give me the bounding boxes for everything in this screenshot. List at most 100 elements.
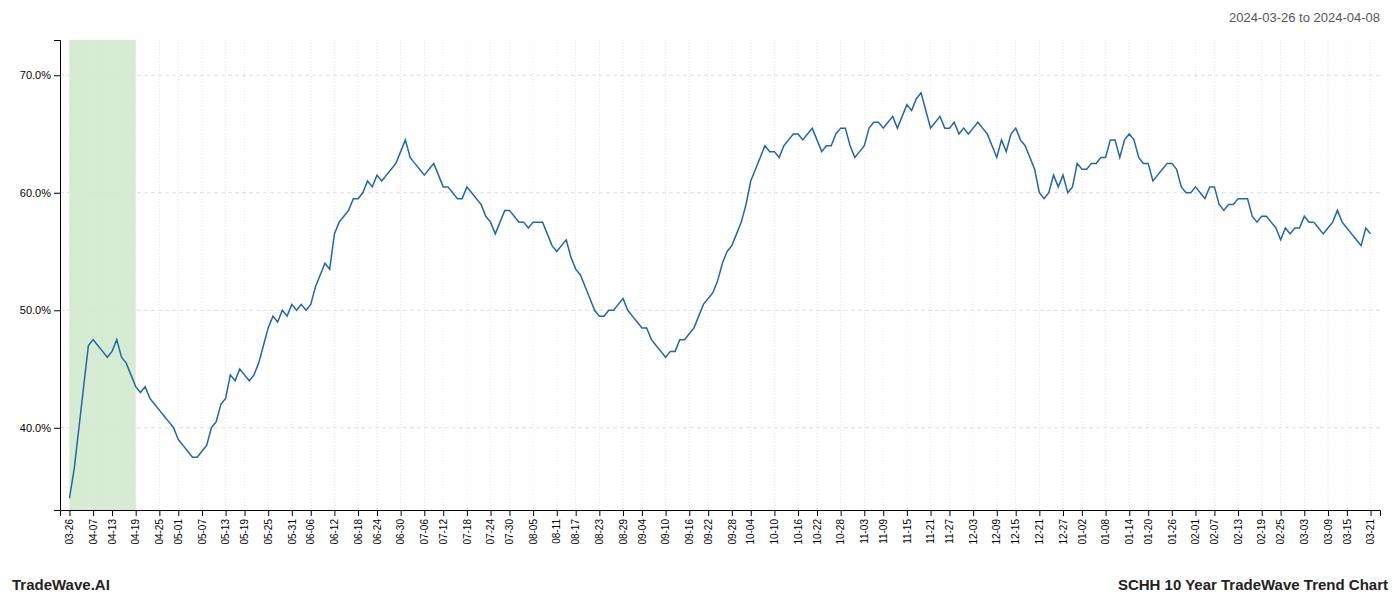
grid-line-x (1148, 40, 1149, 510)
x-tick: 04-19 (130, 510, 141, 545)
x-tick-label: 10-22 (812, 519, 823, 545)
x-tick-mark (377, 510, 378, 516)
x-tick-label: 10-16 (793, 519, 804, 545)
x-tick-mark (1172, 510, 1173, 516)
x-tick: 10-28 (835, 510, 846, 545)
x-tick-label: 01-14 (1124, 519, 1135, 545)
x-tick-label: 12-03 (968, 519, 979, 545)
grid-line-x (973, 40, 974, 510)
grid-line-x (1370, 40, 1371, 510)
x-tick: 06-30 (395, 510, 406, 545)
x-tick: 03-15 (1342, 510, 1353, 545)
x-tick-mark (467, 510, 468, 516)
y-axis-line (54, 41, 61, 511)
x-tick-label: 03-21 (1365, 519, 1376, 545)
x-tick-mark (509, 510, 510, 516)
grid-line-x (1346, 40, 1347, 510)
grid-line-y (60, 427, 1380, 428)
y-tick-mark (54, 428, 60, 429)
x-tick-label: 04-07 (88, 519, 99, 545)
x-tick-label: 05-07 (197, 519, 208, 545)
grid-line-x (1327, 40, 1328, 510)
x-tick-label: 01-08 (1100, 519, 1111, 545)
x-tick: 12-03 (968, 510, 979, 545)
x-tick: 05-19 (239, 510, 250, 545)
y-tick-mark (54, 310, 60, 311)
x-tick-label: 06-24 (372, 519, 383, 545)
x-tick-mark (1039, 510, 1040, 516)
grid-line-x (1261, 40, 1262, 510)
grid-line-x (623, 40, 624, 510)
x-tick: 05-25 (263, 510, 274, 545)
x-tick-label: 03-15 (1342, 519, 1353, 545)
chart: 03-2604-0704-1304-1904-2505-0105-0705-13… (0, 0, 1400, 600)
x-tick-label: 05-25 (263, 519, 274, 545)
x-tick-mark (1371, 510, 1372, 516)
grid-line-x (268, 40, 269, 510)
x-tick: 08-23 (594, 510, 605, 545)
x-tick: 03-03 (1299, 510, 1310, 545)
grid-line-x (816, 40, 817, 510)
x-tick-label: 12-15 (1010, 519, 1021, 545)
x-tick-label: 05-19 (239, 519, 250, 545)
x-tick-label: 08-17 (570, 519, 581, 545)
x-tick-label: 08-29 (618, 519, 629, 545)
x-tick: 02-25 (1275, 510, 1286, 545)
x-tick-label: 07-12 (438, 519, 449, 545)
x-tick-mark (1082, 510, 1083, 516)
x-tick-mark (798, 510, 799, 516)
x-tick-mark (1148, 510, 1149, 516)
x-tick-mark (1262, 510, 1263, 516)
grid-line-x (334, 40, 335, 510)
x-tick-mark (1281, 510, 1282, 516)
x-tick: 11-09 (878, 510, 889, 544)
grid-line-x (1129, 40, 1130, 510)
y-tick-label: 50.0% (20, 304, 51, 316)
grid-line-x (69, 40, 70, 510)
x-tick-mark (292, 510, 293, 516)
x-tick-mark (557, 510, 558, 516)
x-tick-label: 07-30 (504, 519, 515, 545)
x-tick: 09-22 (703, 510, 714, 545)
x-tick: 09-04 (637, 510, 648, 545)
grid-line-x (1105, 40, 1106, 510)
x-tick-mark (334, 510, 335, 516)
x-tick: 01-14 (1124, 510, 1135, 545)
footer-right: SCHH 10 Year TradeWave Trend Chart (1118, 576, 1388, 593)
x-tick-label: 02-01 (1190, 519, 1201, 545)
x-tick-label: 11-03 (859, 519, 870, 544)
y-tick-mark (54, 75, 60, 76)
grid-line-x (1238, 40, 1239, 510)
x-tick-label: 11-15 (902, 519, 913, 544)
grid-line-x (400, 40, 401, 510)
x-tick: 07-30 (504, 510, 515, 545)
x-tick-mark (907, 510, 908, 516)
x-tick: 11-27 (944, 510, 955, 544)
x-tick-label: 04-13 (107, 519, 118, 545)
x-tick-label: 11-09 (878, 519, 889, 544)
x-tick: 10-04 (745, 510, 756, 545)
grid-line-x (864, 40, 865, 510)
x-tick-label: 02-13 (1233, 519, 1244, 545)
x-tick-label: 08-11 (551, 519, 562, 544)
x-tick: 02-13 (1233, 510, 1244, 545)
grid-line-x (159, 40, 160, 510)
x-tick-mark (751, 510, 752, 516)
y-tick: 40.0% (20, 422, 60, 434)
grid-line-x (93, 40, 94, 510)
grid-line-x (949, 40, 950, 510)
grid-line-x (244, 40, 245, 510)
x-tick: 11-21 (925, 510, 936, 544)
x-tick: 08-11 (551, 510, 562, 544)
x-tick: 02-01 (1190, 510, 1201, 545)
x-tick: 05-07 (197, 510, 208, 545)
x-tick-mark (732, 510, 733, 516)
x-tick: 11-15 (902, 510, 913, 544)
x-tick: 06-18 (353, 510, 364, 545)
grid-line-x (1063, 40, 1064, 510)
x-tick-mark (623, 510, 624, 516)
x-tick: 05-31 (287, 510, 298, 545)
x-tick-mark (1347, 510, 1348, 516)
x-tick: 12-09 (991, 510, 1002, 545)
x-tick-mark (774, 510, 775, 516)
